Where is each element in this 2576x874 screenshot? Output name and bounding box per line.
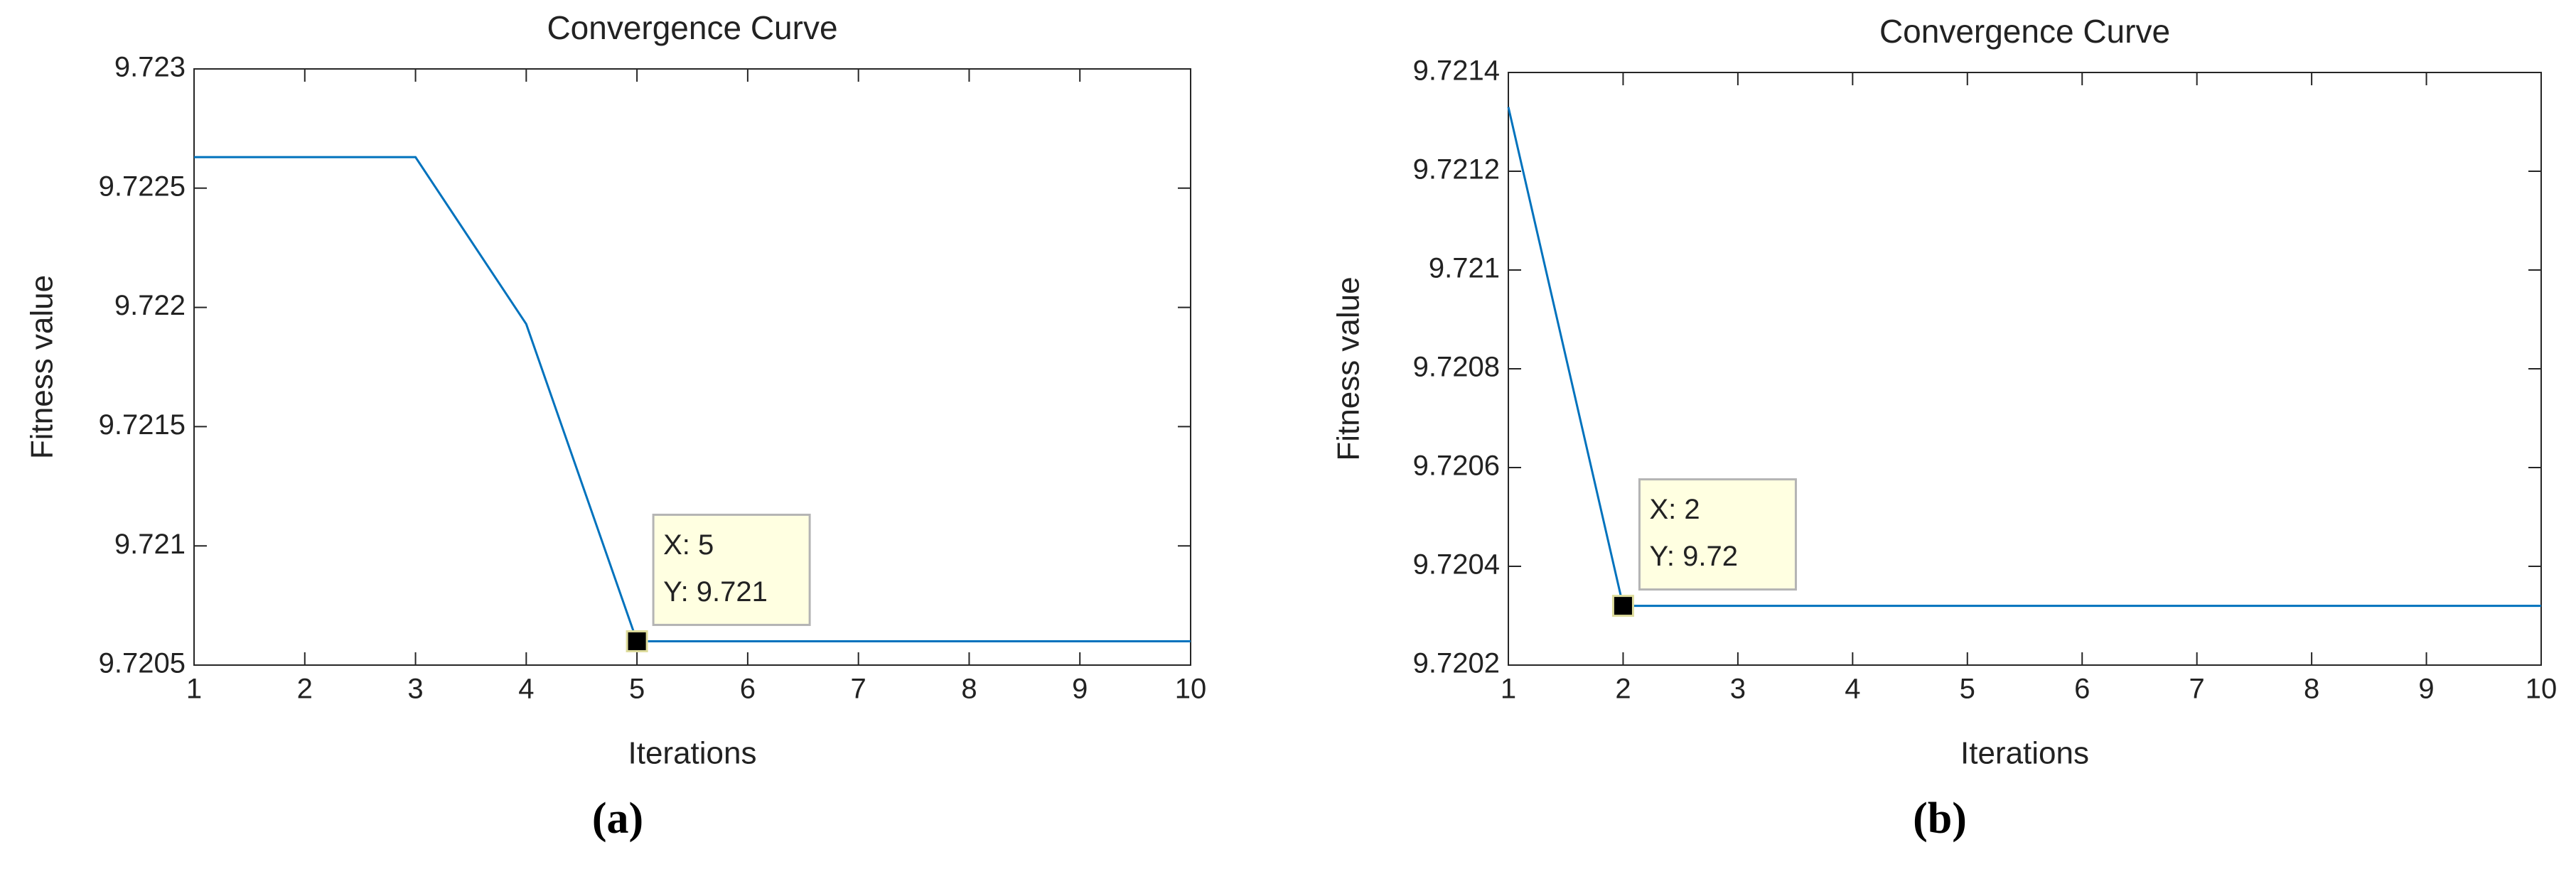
series-line xyxy=(194,156,1191,642)
x-tick-label: 9 xyxy=(2418,674,2434,705)
x-tick-label: 4 xyxy=(518,674,534,705)
x-tick-label: 6 xyxy=(2074,674,2090,705)
chart-title: Convergence Curve xyxy=(1879,13,2170,50)
datatip-box xyxy=(1638,478,1797,591)
y-tick-label: 9.721 xyxy=(1429,253,1500,284)
datatip-marker xyxy=(1611,595,1634,617)
x-tick-label: 2 xyxy=(1615,674,1631,705)
x-axis-label: Iterations xyxy=(1960,736,2089,771)
x-tick-label: 10 xyxy=(2526,674,2558,705)
y-tick-label: 9.7215 xyxy=(99,409,186,441)
x-tick-label: 7 xyxy=(851,674,866,705)
x-tick-label: 2 xyxy=(297,674,313,705)
y-tick-label: 9.723 xyxy=(114,52,186,83)
x-tick-label: 5 xyxy=(1960,674,1975,705)
datatip-marker xyxy=(626,630,648,652)
series-line xyxy=(1507,107,2541,608)
y-tick-label: 9.7208 xyxy=(1413,352,1500,383)
y-tick-label: 9.7204 xyxy=(1413,549,1500,581)
x-tick-label: 3 xyxy=(1730,674,1746,705)
x-tick-label: 7 xyxy=(2189,674,2205,705)
x-tick-label: 8 xyxy=(2304,674,2319,705)
y-tick-label: 9.7225 xyxy=(99,171,186,202)
x-axis-label: Iterations xyxy=(628,736,757,771)
y-tick-label: 9.7205 xyxy=(99,648,186,679)
y-axis-label: Fitness value xyxy=(25,275,60,459)
x-tick-label: 9 xyxy=(1072,674,1088,705)
panel-label: (b) xyxy=(1913,794,1967,843)
x-tick-label: 4 xyxy=(1845,674,1860,705)
y-tick-label: 9.7206 xyxy=(1413,451,1500,482)
y-tick-label: 9.722 xyxy=(114,290,186,321)
y-axis-label: Fitness value xyxy=(1331,276,1366,460)
x-tick-label: 5 xyxy=(629,674,645,705)
datatip-text: X: 2 xyxy=(1649,494,1700,525)
panel-label: (a) xyxy=(592,794,643,843)
datatip-text: X: 5 xyxy=(663,529,714,561)
datatip-box xyxy=(652,513,811,626)
x-tick-label: 3 xyxy=(407,674,423,705)
datatip-text: Y: 9.721 xyxy=(663,576,768,608)
chart-title: Convergence Curve xyxy=(547,9,837,46)
datatip-text: Y: 9.72 xyxy=(1649,541,1738,572)
x-tick-label: 10 xyxy=(1175,674,1207,705)
x-tick-label: 8 xyxy=(961,674,977,705)
y-tick-label: 9.7202 xyxy=(1413,648,1500,679)
x-tick-label: 6 xyxy=(740,674,756,705)
y-tick-label: 9.7214 xyxy=(1413,55,1500,87)
x-tick-label: 1 xyxy=(1501,674,1516,705)
x-tick-label: 1 xyxy=(186,674,202,705)
y-tick-label: 9.7212 xyxy=(1413,154,1500,185)
y-tick-label: 9.721 xyxy=(114,529,186,560)
